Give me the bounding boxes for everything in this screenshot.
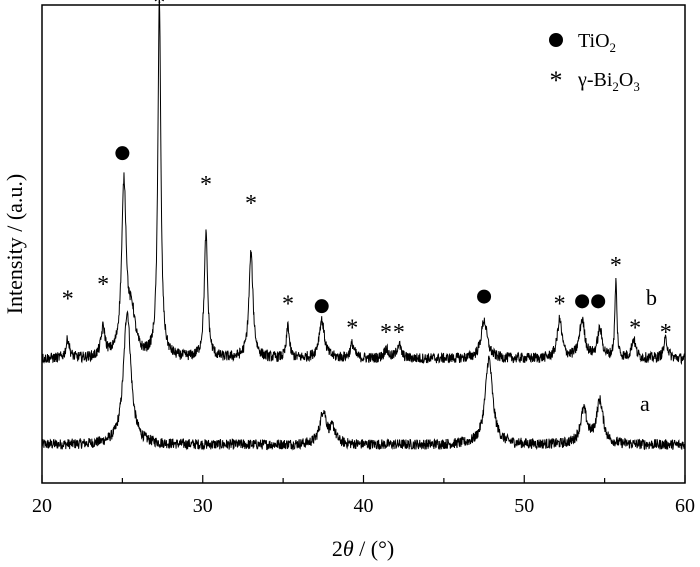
tio2-peak-marker bbox=[115, 146, 130, 161]
x-axis-ticks: 20 30 40 50 60 bbox=[32, 475, 695, 517]
tio2-peak-marker bbox=[477, 289, 492, 304]
legend-label-bi2o3: γ-Bi2O3 bbox=[577, 69, 640, 94]
x-axis-label: 2θ / (°) bbox=[332, 536, 394, 561]
bi2o3-peak-marker: * bbox=[346, 315, 358, 341]
x-tick-label: 30 bbox=[193, 495, 213, 517]
legend-circle-marker bbox=[549, 33, 563, 47]
series-line-a bbox=[41, 310, 686, 451]
bi2o3-peak-marker: * bbox=[97, 272, 109, 298]
series-label-a: a bbox=[640, 391, 650, 416]
bi2o3-peak-marker: * bbox=[245, 191, 257, 217]
series-label-b: b bbox=[646, 285, 657, 310]
x-tick-label: 40 bbox=[354, 495, 374, 517]
x-label-symbol: θ bbox=[343, 536, 354, 561]
x-tick-label: 50 bbox=[514, 495, 534, 517]
bi2o3-peak-marker: * bbox=[554, 291, 566, 317]
x-label-prefix: 2 bbox=[332, 536, 343, 561]
legend-label-tio2: TiO2 bbox=[578, 30, 616, 55]
tio2-peak-marker bbox=[575, 294, 590, 309]
plot-layer: ******* * **** * bbox=[41, 0, 686, 451]
bi2o3-peak-marker: * bbox=[380, 320, 392, 346]
bi2o3-peak-marker: * bbox=[629, 315, 641, 341]
bi2o3-peak-marker: * bbox=[282, 291, 294, 317]
legend: TiO2 * γ-Bi2O3 bbox=[549, 30, 640, 95]
bi2o3-peak-marker: * bbox=[393, 320, 405, 346]
bi2o3-peak-marker: * bbox=[610, 253, 622, 279]
legend-asterisk-marker: * bbox=[550, 66, 563, 95]
tio2-peak-marker bbox=[314, 299, 329, 314]
bi2o3-peak-marker: * bbox=[200, 172, 212, 198]
bi2o3-peak-marker: * bbox=[153, 0, 165, 16]
tio2-peak-marker bbox=[591, 294, 606, 309]
x-tick-label: 60 bbox=[675, 495, 695, 517]
bi2o3-peak-marker: * bbox=[660, 320, 672, 346]
x-label-unit: / (°) bbox=[354, 536, 395, 561]
y-axis-label: Intensity / (a.u.) bbox=[2, 174, 27, 315]
series-line-b bbox=[41, 0, 686, 366]
x-tick-label: 20 bbox=[32, 495, 52, 517]
bi2o3-peak-marker: * bbox=[62, 287, 74, 313]
